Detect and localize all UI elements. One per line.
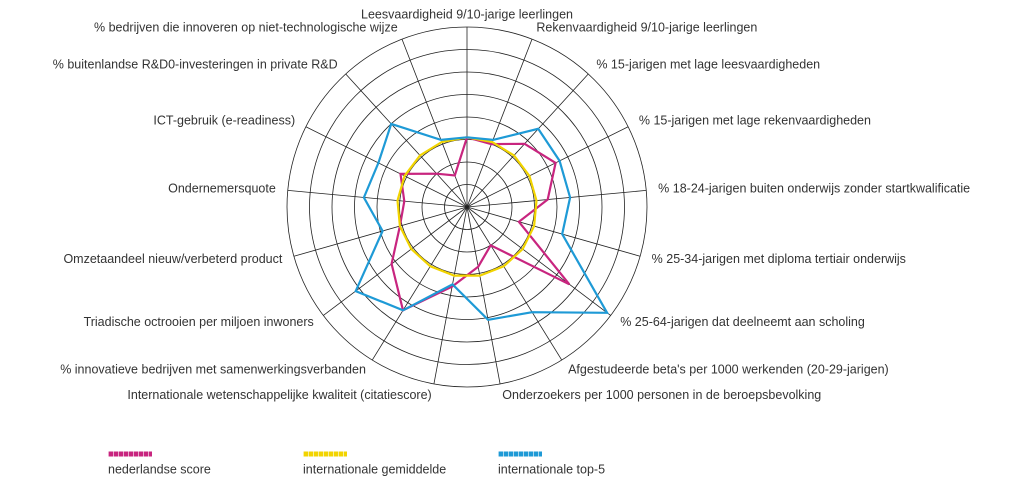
axis-label: % innovatieve bedrijven met samenwerking… — [60, 363, 366, 377]
spoke — [433, 206, 468, 385]
series-line — [390, 135, 571, 312]
axis-label: Onderzoekers per 1000 personen in de ber… — [502, 388, 821, 402]
axis-label: Omzetaandeel nieuw/verbeterd product — [63, 252, 282, 266]
axis-label: % bedrijven die innoveren op niet-techno… — [94, 20, 398, 34]
axis-label: % buitenlandse R&D0-investeringen in pri… — [53, 57, 338, 71]
axis-label: Rekenvaardigheid 9/10-jarige leerlingen — [536, 20, 757, 34]
spoke — [287, 189, 468, 208]
spoke — [466, 206, 501, 385]
spoke — [466, 206, 641, 257]
spoke — [466, 39, 533, 208]
axis-label: Triadische octrooien per miljoen inwoner… — [84, 315, 314, 329]
axis-label: Leesvaardigheid 9/10-jarige leerlingen — [361, 7, 573, 21]
axis-label: % 15-jarigen met lage rekenvaardigheden — [639, 114, 871, 128]
legend-label: internationale gemiddelde — [303, 462, 446, 476]
axis-label: % 25-34-jarigen met diploma tertiair ond… — [652, 252, 906, 266]
spoke — [345, 73, 468, 208]
spoke — [466, 73, 589, 208]
axis-label: Afgestudeerde beta's per 1000 werkenden … — [568, 363, 889, 377]
series-line — [396, 136, 538, 277]
axis-label: Ondernemersquote — [168, 182, 276, 196]
axis-label: ICT-gebruik (e-readiness) — [153, 114, 295, 128]
spoke — [466, 206, 563, 361]
axis-label: % 25-64-jarigen dat deelneemt aan scholi… — [620, 315, 865, 329]
spoke — [371, 206, 468, 361]
spoke — [305, 126, 468, 208]
axis-label: % 15-jarigen met lage leesvaardigheden — [596, 57, 820, 71]
series-line — [354, 122, 610, 321]
spoke — [293, 206, 468, 257]
spoke — [323, 206, 468, 316]
spoke — [466, 206, 611, 316]
axis-label: Internationale wetenschappelijke kwalite… — [127, 388, 431, 402]
spoke — [401, 39, 468, 208]
legend-label: internationale top-5 — [498, 462, 605, 476]
axis-label: % 18-24-jarigen buiten onderwijs zonder … — [658, 182, 970, 196]
spoke — [466, 189, 647, 208]
legend-label: nederlandse score — [108, 462, 211, 476]
spoke — [466, 126, 629, 208]
